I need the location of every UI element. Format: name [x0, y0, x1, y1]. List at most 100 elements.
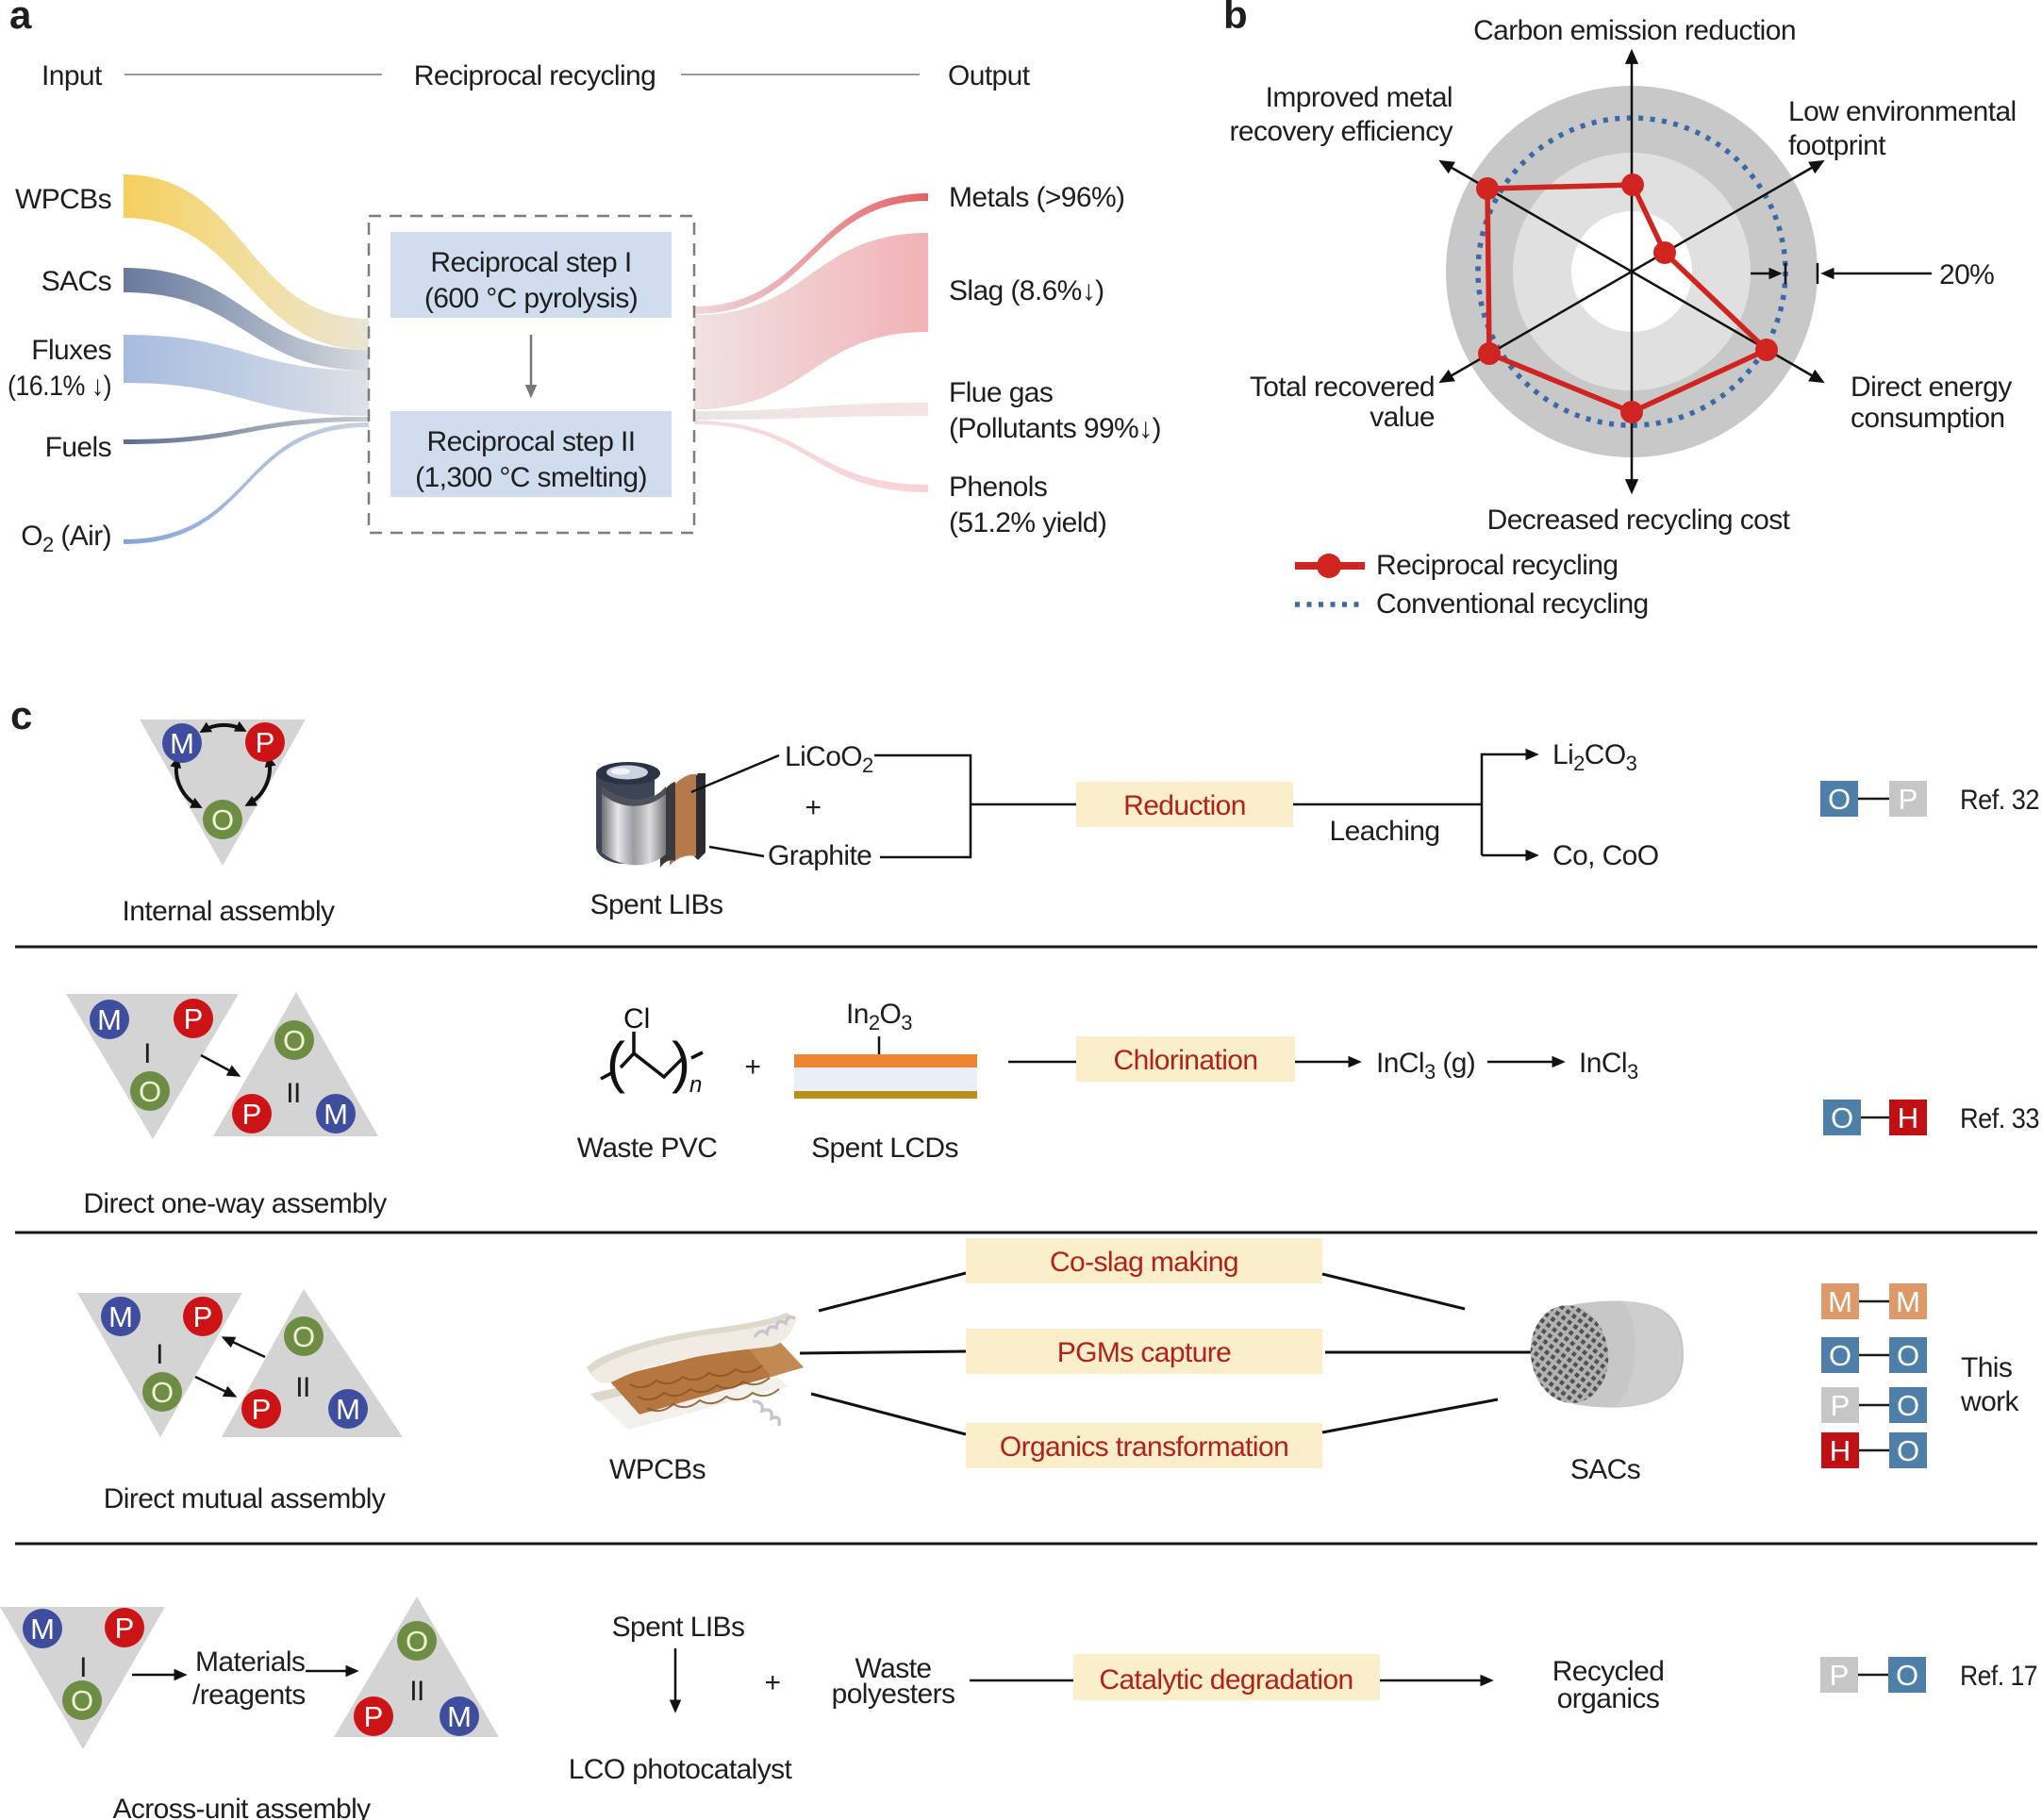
- svg-text:value: value: [1370, 402, 1435, 433]
- svg-text:(51.2% yield): (51.2% yield): [949, 507, 1106, 538]
- svg-text:Waste: Waste: [855, 1653, 932, 1684]
- svg-text:O: O: [1897, 1389, 1919, 1422]
- svg-text:I: I: [79, 1652, 87, 1683]
- svg-text:c: c: [10, 693, 32, 737]
- svg-text:Conventional recycling: Conventional recycling: [1376, 588, 1649, 620]
- svg-text:20%: 20%: [1939, 259, 1994, 290]
- svg-text:Waste PVC: Waste PVC: [577, 1133, 718, 1164]
- svg-text:Reciprocal recycling: Reciprocal recycling: [414, 60, 656, 91]
- svg-text:Across-unit assembly: Across-unit assembly: [112, 1794, 371, 1820]
- svg-text:Fuels: Fuels: [45, 432, 111, 463]
- svg-text:Total recovered: Total recovered: [1250, 372, 1435, 403]
- svg-text:O: O: [211, 803, 234, 836]
- svg-text:O: O: [1897, 1339, 1919, 1372]
- svg-text:M: M: [447, 1700, 472, 1733]
- svg-text:+: +: [805, 792, 822, 823]
- svg-text:Reciprocal step I: Reciprocal step I: [430, 247, 631, 278]
- svg-text:H: H: [1830, 1434, 1851, 1467]
- svg-text:In2O3: In2O3: [846, 999, 912, 1034]
- svg-text:P: P: [1899, 783, 1918, 816]
- svg-text:organics: organics: [1557, 1683, 1660, 1714]
- svg-text:Output: Output: [948, 60, 1031, 91]
- svg-text:Low environmental: Low environmental: [1788, 96, 2017, 127]
- svg-text:PGMs capture: PGMs capture: [1057, 1337, 1232, 1368]
- svg-text:P: P: [242, 1098, 262, 1131]
- svg-text:SACs: SACs: [42, 266, 111, 297]
- svg-text:M: M: [1896, 1285, 1920, 1318]
- svg-text:/reagents: /reagents: [192, 1679, 306, 1711]
- svg-text:Improved metal: Improved metal: [1266, 82, 1453, 113]
- svg-text:H: H: [1898, 1101, 1918, 1134]
- svg-text:(600 °C pyrolysis): (600 °C pyrolysis): [424, 283, 638, 314]
- svg-text:consumption: consumption: [1851, 403, 2005, 434]
- svg-text:Graphite: Graphite: [768, 840, 872, 871]
- svg-text:Direct energy: Direct energy: [1851, 372, 2012, 403]
- svg-text:Direct one-way assembly: Direct one-way assembly: [83, 1188, 387, 1219]
- svg-text:Ref. 17: Ref. 17: [1960, 1661, 2037, 1692]
- svg-text:P: P: [193, 1300, 213, 1333]
- svg-text:Reciprocal recycling: Reciprocal recycling: [1376, 550, 1618, 581]
- svg-text:O: O: [1828, 783, 1851, 816]
- svg-text:Ref. 32: Ref. 32: [1960, 785, 2039, 816]
- svg-text:M: M: [324, 1098, 348, 1131]
- svg-text:Decreased recycling cost: Decreased recycling cost: [1487, 505, 1791, 536]
- svg-text:Catalytic degradation: Catalytic degradation: [1099, 1664, 1353, 1696]
- svg-text:): ): [672, 1031, 690, 1094]
- svg-text:O: O: [406, 1625, 428, 1658]
- svg-text:Co, CoO: Co, CoO: [1552, 840, 1659, 871]
- svg-text:Phenols: Phenols: [949, 472, 1047, 503]
- svg-text:Direct mutual assembly: Direct mutual assembly: [104, 1483, 386, 1514]
- svg-text:II: II: [409, 1676, 423, 1707]
- svg-text:P: P: [1830, 1659, 1850, 1692]
- svg-text:(16.1% ↓): (16.1% ↓): [8, 371, 111, 402]
- svg-text:Cl: Cl: [623, 1003, 650, 1034]
- svg-text:Slag (8.6%↓): Slag (8.6%↓): [949, 275, 1104, 306]
- svg-text:M: M: [108, 1300, 133, 1333]
- svg-text:P: P: [115, 1612, 135, 1645]
- svg-text:WPCBs: WPCBs: [15, 184, 111, 215]
- svg-text:P: P: [256, 726, 275, 759]
- svg-text:II: II: [286, 1078, 300, 1109]
- svg-text:recovery efficiency: recovery efficiency: [1230, 116, 1453, 147]
- svg-text:a: a: [9, 0, 32, 37]
- svg-text:work: work: [1960, 1386, 2020, 1417]
- svg-text:Reciprocal step II: Reciprocal step II: [427, 426, 636, 457]
- svg-text:Spent LIBs: Spent LIBs: [612, 1612, 745, 1643]
- svg-text:(: (: [606, 1031, 625, 1094]
- svg-text:Spent LCDs: Spent LCDs: [811, 1133, 958, 1164]
- svg-text:M: M: [97, 1003, 122, 1036]
- svg-text:Ref. 33: Ref. 33: [1960, 1103, 2039, 1134]
- svg-text:Leaching: Leaching: [1330, 816, 1440, 847]
- svg-text:O: O: [283, 1024, 306, 1057]
- svg-text:II: II: [295, 1372, 309, 1403]
- svg-text:P: P: [364, 1700, 384, 1733]
- svg-text:I: I: [143, 1038, 151, 1069]
- svg-text:I: I: [156, 1339, 163, 1370]
- svg-text:footprint: footprint: [1788, 130, 1886, 161]
- svg-text:M: M: [1828, 1285, 1852, 1318]
- svg-text:InCl3: InCl3: [1579, 1048, 1638, 1084]
- svg-text:polyesters: polyesters: [832, 1679, 955, 1710]
- svg-text:b: b: [1223, 0, 1248, 37]
- svg-text:Reduction: Reduction: [1123, 790, 1246, 821]
- svg-text:WPCBs: WPCBs: [609, 1454, 706, 1485]
- svg-text:P: P: [1831, 1389, 1851, 1422]
- svg-text:Input: Input: [42, 60, 103, 91]
- svg-text:Metals (>96%): Metals (>96%): [949, 182, 1124, 213]
- svg-text:Materials: Materials: [195, 1646, 305, 1678]
- svg-text:M: M: [170, 727, 194, 760]
- svg-text:O: O: [1831, 1101, 1853, 1134]
- svg-text:O: O: [1897, 1434, 1919, 1467]
- svg-text:M: M: [336, 1393, 360, 1426]
- svg-text:O: O: [1829, 1339, 1851, 1372]
- svg-text:LCO photocatalyst: LCO photocatalyst: [569, 1754, 793, 1785]
- svg-text:Co-slag making: Co-slag making: [1050, 1247, 1238, 1278]
- svg-text:Flue gas: Flue gas: [949, 377, 1053, 408]
- svg-text:LiCoO2: LiCoO2: [785, 741, 873, 777]
- svg-text:Li2CO3: Li2CO3: [1552, 739, 1637, 775]
- svg-text:(1,300 °C smelting): (1,300 °C smelting): [415, 462, 647, 493]
- svg-text:Recycled: Recycled: [1552, 1656, 1665, 1687]
- svg-text:O: O: [71, 1684, 93, 1717]
- svg-text:Organics transformation: Organics transformation: [1000, 1431, 1288, 1463]
- svg-text:Chlorination: Chlorination: [1114, 1045, 1258, 1076]
